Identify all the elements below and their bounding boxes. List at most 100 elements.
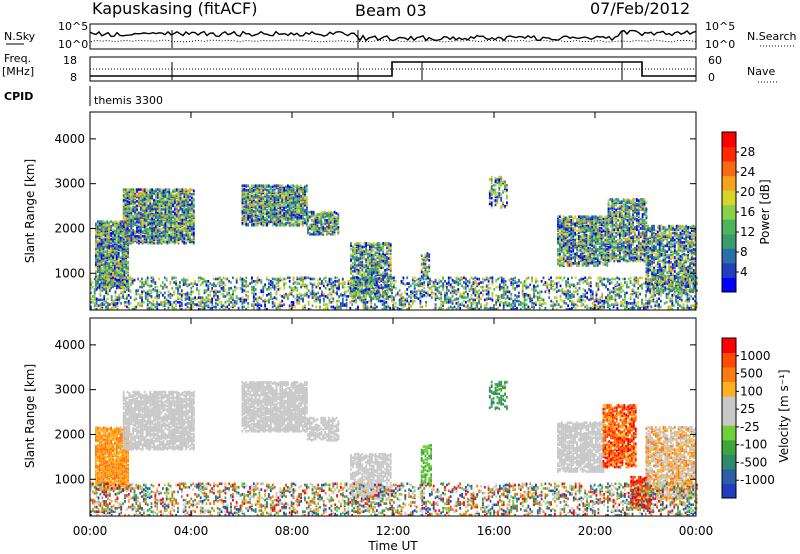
power-point-3171	[352, 254, 354, 258]
power-point-4695	[611, 244, 614, 248]
power-point-1798	[179, 216, 182, 219]
power-point-697	[125, 276, 128, 279]
power-point-797	[122, 207, 125, 210]
power-point-1253	[149, 224, 152, 227]
power-point-1615	[168, 205, 171, 209]
power-point-2654	[287, 197, 289, 200]
power-point-4939	[626, 259, 629, 263]
power-point-3325	[363, 257, 366, 260]
power-point-2499	[275, 212, 278, 215]
power-point-2989	[316, 213, 319, 216]
power-point-2037	[192, 197, 195, 201]
power-point-3796	[494, 182, 497, 186]
power-point-4333	[587, 224, 590, 228]
power-point-4792	[617, 242, 619, 245]
power-point-399	[112, 276, 114, 279]
power-point-3668	[387, 264, 390, 267]
power-point-4585	[604, 224, 607, 228]
power-point-4809	[617, 198, 619, 201]
power-point-2487	[273, 191, 276, 194]
power-point-83	[96, 220, 99, 223]
power-point-231	[104, 270, 107, 273]
power-point-1668	[172, 226, 174, 230]
power-point-257	[104, 225, 107, 228]
power-point-4944	[626, 245, 629, 249]
power-point-3137	[350, 277, 352, 280]
nsearch-trace	[89, 39, 697, 43]
power-point-1830	[181, 218, 184, 222]
power-point-1212	[147, 240, 150, 244]
power-point-1804	[179, 203, 182, 207]
power-point-3120	[337, 222, 340, 226]
power-point-2241	[254, 190, 257, 193]
power-point-3215	[355, 275, 358, 279]
power-point-4234	[581, 236, 584, 239]
power-point-3743	[426, 270, 429, 274]
power-point-2335	[262, 201, 265, 205]
beam-title: Beam 03	[355, 1, 427, 20]
power-point-1698	[174, 225, 176, 229]
power-point-1044	[138, 234, 140, 238]
power-point-2502	[275, 206, 278, 210]
power-point-1686	[172, 189, 174, 193]
power-point-1991	[191, 220, 193, 224]
power-point-4847	[620, 256, 623, 259]
power-point-855	[126, 231, 129, 234]
power-point-3119	[337, 226, 340, 229]
power-point-3091	[333, 233, 336, 236]
power-point-4315	[587, 259, 590, 263]
power-point-1949	[187, 189, 189, 193]
power-point-1598	[168, 233, 171, 237]
power-point-2467	[273, 222, 276, 226]
power-point-2513	[275, 184, 278, 187]
power-point-2077	[243, 214, 246, 218]
power-point-801	[122, 198, 125, 202]
power-point-4937	[624, 201, 627, 205]
power-point-3997	[564, 216, 567, 220]
power-point-4179	[578, 225, 580, 229]
power-point-1191	[145, 218, 148, 222]
power-point-3299	[361, 260, 364, 264]
power-point-4486	[598, 258, 601, 262]
power-point-4051	[568, 228, 571, 231]
power-point-3401	[369, 264, 371, 267]
power-point-2202	[252, 219, 255, 222]
power-point-951	[132, 240, 135, 244]
power-point-72	[96, 236, 99, 240]
power-point-4161	[576, 217, 578, 221]
power-point-1423	[158, 238, 161, 241]
power-point-3366	[367, 273, 369, 277]
power-point-3653	[386, 246, 388, 250]
power-point-4899	[622, 217, 625, 221]
power-point-2735	[292, 199, 295, 203]
power-point-1115	[141, 224, 144, 227]
power-point-1052	[138, 219, 140, 223]
power-point-2098	[245, 222, 248, 226]
power-point-3098	[333, 220, 336, 223]
power-point-2493	[275, 222, 278, 226]
power-point-481	[115, 282, 118, 285]
power-point-912	[128, 201, 131, 204]
power-point-2465	[271, 189, 274, 192]
power-point-1591	[166, 188, 169, 191]
power-point-4538	[602, 262, 605, 265]
power-point-3197	[353, 259, 356, 263]
power-point-3149	[350, 253, 352, 257]
power-point-1958	[189, 226, 191, 230]
power-point-4719	[611, 202, 614, 206]
power-point-806	[122, 188, 125, 191]
power-point-1036	[136, 194, 138, 197]
power-point-2742	[292, 187, 295, 191]
power-point-1364	[155, 219, 157, 223]
power-point-1404	[156, 216, 159, 219]
power-point-978	[132, 188, 135, 191]
power-point-4830	[619, 229, 621, 233]
power-point-2625	[285, 213, 287, 217]
power-point-2868	[302, 186, 304, 190]
power-point-2491	[273, 184, 276, 187]
power-point-568	[119, 280, 122, 284]
power-point-372	[110, 256, 112, 259]
power-point-4936	[624, 203, 627, 207]
power-point-781	[122, 231, 125, 234]
power-point-2416	[268, 189, 270, 192]
